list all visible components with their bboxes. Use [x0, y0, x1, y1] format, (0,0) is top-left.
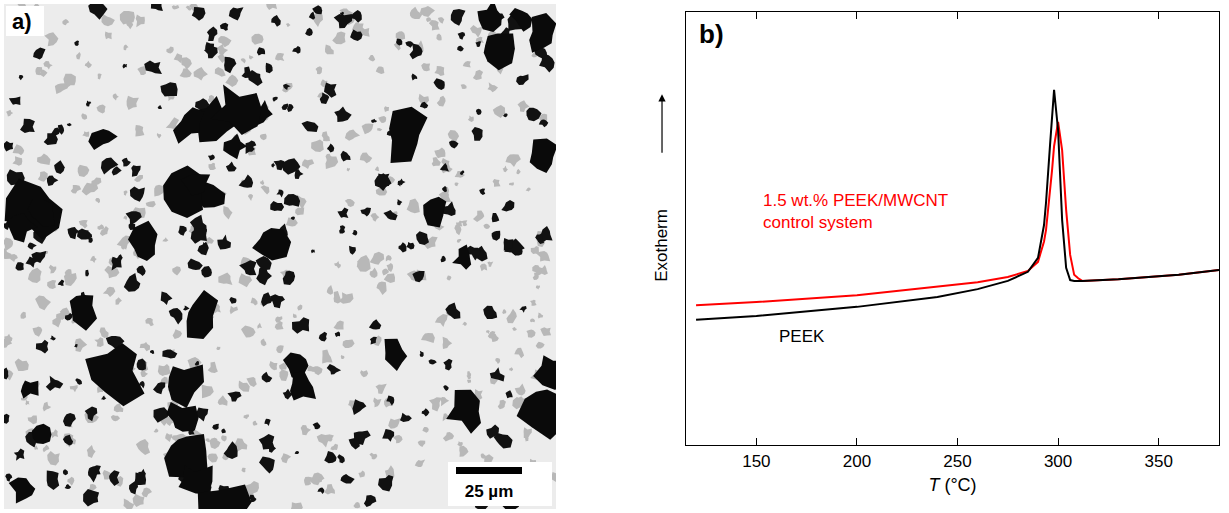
svg-text:Exotherm: Exotherm	[652, 209, 671, 282]
svg-text:a): a)	[12, 9, 32, 34]
svg-text:200: 200	[843, 452, 871, 471]
svg-text:350: 350	[1144, 452, 1172, 471]
svg-text:250: 250	[943, 452, 971, 471]
svg-text:PEEK: PEEK	[779, 327, 825, 346]
svg-text:300: 300	[1044, 452, 1072, 471]
svg-text:T (°C): T (°C)	[928, 475, 976, 495]
svg-text:b): b)	[699, 19, 724, 49]
svg-text:150: 150	[742, 452, 770, 471]
svg-text:25 µm: 25 µm	[465, 482, 514, 501]
svg-text:1.5 wt.% PEEK/MWCNTcontrol sys: 1.5 wt.% PEEK/MWCNTcontrol system	[763, 191, 948, 232]
